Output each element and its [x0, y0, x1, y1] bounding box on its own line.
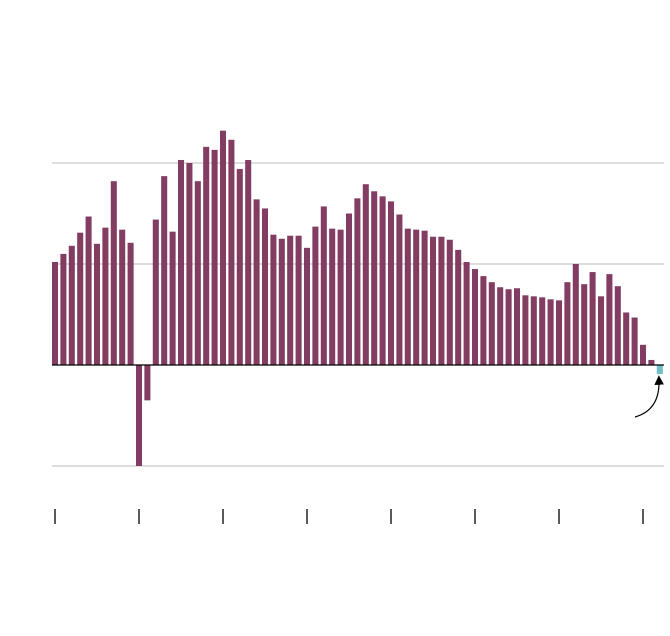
bar: [60, 253, 67, 365]
bar: [547, 299, 554, 365]
bar: [211, 149, 218, 365]
bar: [152, 219, 159, 365]
bar: [413, 229, 420, 365]
bar: [245, 159, 252, 365]
bar: [337, 229, 344, 365]
bar: [68, 245, 75, 365]
bar: [497, 287, 504, 365]
bar: [639, 344, 647, 365]
bar: [194, 181, 201, 365]
bar: [362, 184, 369, 365]
bar: [631, 317, 638, 365]
bars: [51, 130, 663, 466]
bar: [186, 163, 193, 365]
bar: [110, 181, 117, 365]
bar: [119, 229, 126, 365]
bar: [530, 296, 537, 365]
bar: [169, 231, 176, 365]
bar: [278, 238, 285, 365]
bar: [488, 282, 495, 365]
bar: [295, 235, 302, 365]
bar: [513, 288, 521, 365]
bar: [581, 284, 588, 365]
bar: [161, 176, 168, 365]
bar: [102, 227, 109, 365]
bar: [236, 169, 243, 365]
bar: [93, 243, 101, 365]
bar: [572, 264, 579, 365]
bar: [438, 236, 445, 365]
bar: [177, 159, 185, 365]
bar: [404, 228, 411, 365]
bar: [648, 359, 655, 365]
bar: [270, 234, 277, 365]
bar: [589, 272, 596, 365]
bar: [455, 249, 462, 365]
highlighted-bar: [656, 365, 663, 375]
bar: [446, 239, 453, 365]
bar: [597, 296, 605, 365]
bar: [505, 289, 512, 365]
bar: [539, 297, 546, 365]
bar: [522, 295, 529, 365]
bar: [85, 216, 92, 365]
bar: [480, 276, 487, 365]
bar: [303, 247, 311, 365]
axis: [52, 364, 664, 524]
bar: [354, 198, 361, 365]
bar: [144, 365, 151, 401]
bar: [379, 196, 386, 365]
bar: [51, 261, 59, 365]
bar: [203, 146, 210, 365]
bar: [371, 191, 378, 365]
bar: [396, 214, 403, 365]
bar: [421, 230, 428, 365]
bar: [261, 208, 269, 365]
bar: [606, 274, 613, 365]
bar: [320, 206, 327, 365]
bar: [555, 300, 563, 365]
bar: [329, 228, 336, 365]
bar: [614, 286, 621, 365]
bar: [77, 232, 84, 365]
annotation-arrow: [634, 375, 664, 418]
bar: [127, 242, 134, 365]
bar: [471, 269, 479, 365]
bar: [135, 365, 143, 466]
bar: [387, 201, 395, 365]
bar: [287, 235, 294, 365]
bar: [623, 312, 630, 365]
bar: [463, 261, 470, 365]
bar: [345, 213, 353, 365]
bar: [312, 226, 319, 365]
bar: [253, 199, 260, 365]
bar: [219, 130, 227, 365]
bar: [429, 236, 437, 365]
bar: [564, 282, 571, 365]
bar: [228, 139, 235, 365]
